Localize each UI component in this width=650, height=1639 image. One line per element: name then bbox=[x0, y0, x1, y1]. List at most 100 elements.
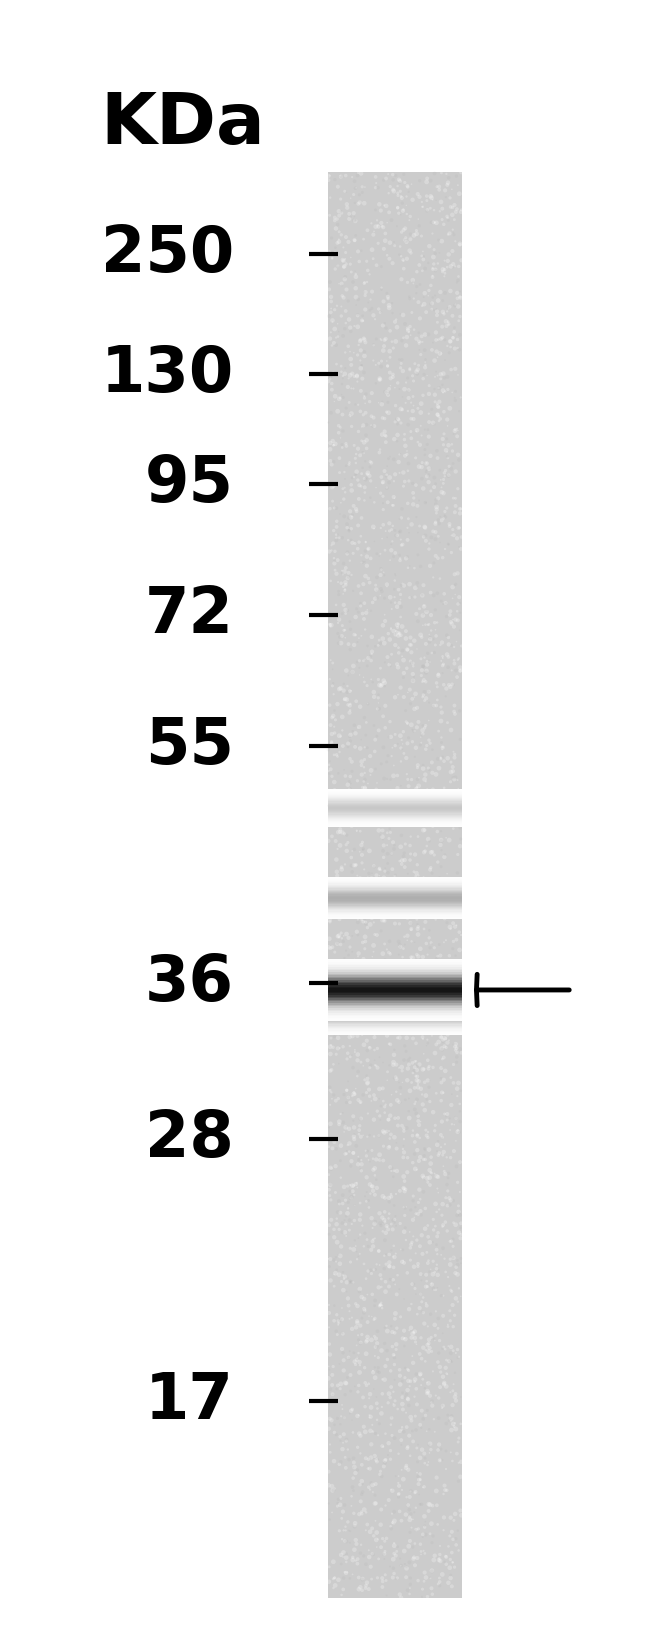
Point bbox=[441, 928, 451, 954]
Point bbox=[398, 842, 409, 869]
Point bbox=[426, 1015, 436, 1041]
Point bbox=[360, 538, 370, 564]
Point bbox=[335, 162, 346, 188]
Point bbox=[437, 1036, 447, 1062]
Point bbox=[345, 1378, 356, 1405]
Point bbox=[453, 897, 463, 923]
Point bbox=[411, 1360, 421, 1387]
Point bbox=[324, 760, 334, 787]
Point bbox=[358, 1213, 368, 1239]
Point bbox=[390, 952, 400, 978]
Point bbox=[395, 233, 406, 259]
Point bbox=[385, 372, 396, 398]
Point bbox=[324, 539, 335, 565]
Point bbox=[325, 810, 335, 836]
Point bbox=[359, 1413, 369, 1439]
Point bbox=[337, 402, 348, 428]
Point bbox=[452, 1119, 463, 1146]
Point bbox=[368, 1146, 378, 1172]
Point bbox=[411, 326, 422, 352]
Point bbox=[356, 428, 367, 454]
Point bbox=[359, 474, 370, 500]
Point bbox=[398, 302, 408, 328]
Point bbox=[447, 1292, 458, 1318]
Point bbox=[363, 1455, 373, 1482]
Point bbox=[347, 1406, 358, 1432]
Point bbox=[426, 297, 437, 323]
Point bbox=[349, 946, 359, 972]
Point bbox=[382, 841, 393, 867]
Point bbox=[417, 624, 427, 651]
Point bbox=[338, 1110, 348, 1136]
Point bbox=[395, 934, 406, 960]
Point bbox=[358, 226, 369, 252]
Point bbox=[363, 565, 374, 592]
Point bbox=[345, 362, 356, 388]
Point bbox=[432, 1137, 442, 1164]
Point bbox=[437, 652, 448, 679]
Point bbox=[329, 388, 339, 415]
Point bbox=[402, 711, 412, 738]
Point bbox=[372, 1010, 383, 1036]
Point bbox=[400, 1355, 410, 1382]
Point bbox=[385, 318, 395, 344]
Point bbox=[436, 161, 447, 187]
Point bbox=[453, 1429, 463, 1455]
Point bbox=[333, 1036, 343, 1062]
Point bbox=[424, 1229, 435, 1255]
Point bbox=[346, 526, 356, 552]
Point bbox=[432, 580, 443, 606]
Point bbox=[436, 1242, 447, 1269]
Point bbox=[448, 451, 458, 477]
Point bbox=[447, 1573, 457, 1600]
Point bbox=[367, 944, 378, 970]
Point bbox=[391, 1336, 401, 1362]
Point bbox=[379, 908, 389, 934]
Point bbox=[440, 177, 450, 203]
Point bbox=[370, 903, 380, 929]
Point bbox=[423, 1056, 434, 1082]
Point bbox=[415, 1144, 425, 1170]
Point bbox=[422, 1239, 432, 1265]
Point bbox=[426, 1339, 437, 1365]
Point bbox=[440, 1057, 450, 1083]
Point bbox=[445, 511, 455, 538]
Point bbox=[369, 1375, 379, 1401]
Point bbox=[441, 438, 451, 464]
Point bbox=[442, 1029, 452, 1056]
Point bbox=[384, 180, 394, 207]
Point bbox=[387, 492, 398, 518]
Point bbox=[408, 1060, 418, 1087]
Point bbox=[384, 724, 394, 751]
Point bbox=[434, 805, 444, 831]
Point bbox=[404, 1549, 415, 1575]
Point bbox=[370, 1155, 380, 1182]
Point bbox=[410, 1329, 421, 1355]
Point bbox=[421, 988, 431, 1015]
Point bbox=[446, 1334, 456, 1360]
Point bbox=[334, 723, 345, 749]
Point bbox=[364, 1077, 374, 1103]
Point bbox=[427, 974, 437, 1000]
Point bbox=[383, 900, 393, 926]
Point bbox=[356, 1124, 366, 1151]
Point bbox=[324, 951, 334, 977]
Point bbox=[398, 661, 409, 687]
Point bbox=[392, 762, 402, 788]
Point bbox=[384, 1254, 395, 1280]
Point bbox=[364, 1195, 374, 1221]
Point bbox=[408, 1026, 418, 1052]
Point bbox=[325, 747, 335, 774]
Point bbox=[340, 1528, 350, 1554]
Point bbox=[445, 1565, 456, 1591]
Point bbox=[442, 974, 452, 1000]
Point bbox=[382, 1213, 392, 1239]
Point bbox=[364, 860, 374, 887]
Point bbox=[400, 626, 411, 652]
Point bbox=[374, 1546, 384, 1572]
Point bbox=[410, 1195, 421, 1221]
Point bbox=[448, 1226, 458, 1252]
Point bbox=[359, 487, 370, 513]
Point bbox=[362, 801, 372, 828]
Point bbox=[410, 1049, 420, 1075]
